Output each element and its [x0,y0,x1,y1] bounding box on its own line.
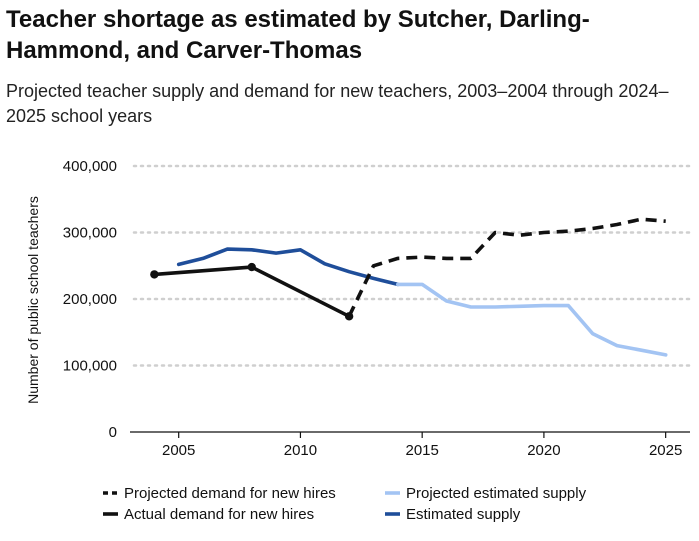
axes: 0 100,000 200,000 300,000 400,000 2005 2010 201… [25,158,690,459]
y-tick-label: 0 [109,424,117,441]
gridlines [134,166,690,366]
series-line-projected-estimated-supply [398,284,666,355]
x-tick-label: 2020 [527,442,560,459]
legend-item-estimated-supply: Estimated supply [385,506,521,523]
legend-item-actual-demand-for-new-hires: Actual demand for new hires [103,506,314,523]
x-tick-label: 2005 [162,442,195,459]
legend-item-projected-estimated-supply: Projected estimated supply [385,485,587,502]
y-tick-label: 100,000 [63,358,117,375]
series-line-estimated-supply [179,249,398,284]
legend-label: Actual demand for new hires [124,506,314,523]
legend-label: Estimated supply [406,506,521,523]
legend: Projected demand for new hires Projected … [103,485,587,523]
x-tick-label: 2010 [284,442,317,459]
series-lines [154,219,665,355]
series-line-projected-demand-for-new-hires [349,219,666,316]
y-tick-label: 400,000 [63,158,117,175]
y-tick-label: 300,000 [63,225,117,242]
data-point-marker [150,270,158,278]
x-tick-label: 2025 [649,442,682,459]
y-axis-title: Number of public school teachers [25,196,41,404]
series-line-actual-demand-for-new-hires [154,267,349,316]
x-tick-label: 2015 [405,442,438,459]
legend-label: Projected demand for new hires [124,485,336,502]
line-chart: 0 100,000 200,000 300,000 400,000 2005 2010 201… [0,0,699,541]
legend-label: Projected estimated supply [406,485,587,502]
data-point-marker [345,312,353,320]
data-point-marker [248,263,256,271]
y-tick-label: 200,000 [63,291,117,308]
legend-item-projected-demand-for-new-hires: Projected demand for new hires [103,485,336,502]
